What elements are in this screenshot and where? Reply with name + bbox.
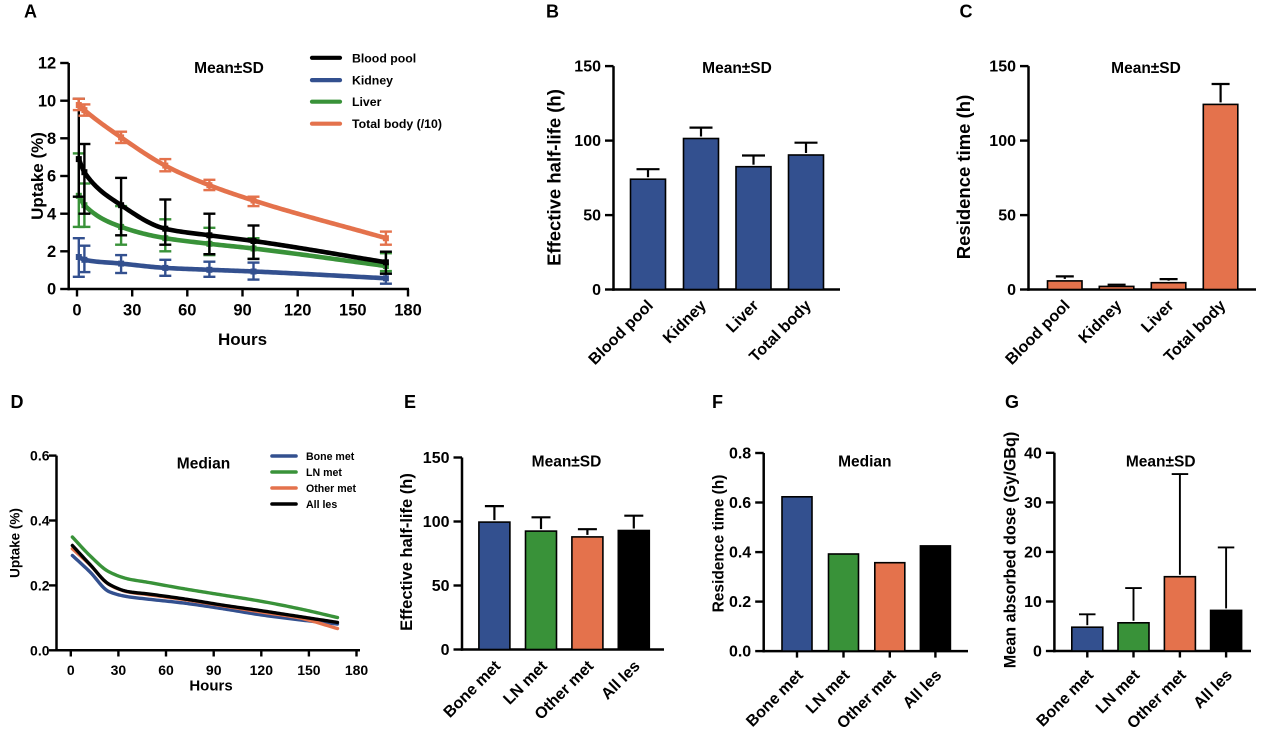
svg-text:100: 100 [423,514,450,531]
svg-text:0.2: 0.2 [30,577,50,593]
svg-text:0.8: 0.8 [729,446,751,463]
svg-text:12: 12 [38,55,56,73]
svg-text:C: C [960,2,973,22]
svg-text:0: 0 [47,281,56,299]
svg-text:0.6: 0.6 [30,448,50,464]
svg-text:0: 0 [441,642,450,659]
svg-text:150: 150 [339,302,367,320]
svg-text:100: 100 [574,133,601,150]
svg-text:50: 50 [432,578,450,595]
svg-text:Mean absorbed dose (Gy/GBq): Mean absorbed dose (Gy/GBq) [1002,432,1020,669]
svg-text:4: 4 [47,205,57,223]
svg-text:0: 0 [592,282,601,299]
svg-text:F: F [712,392,723,412]
svg-text:30: 30 [123,302,141,320]
svg-text:Hours: Hours [189,678,232,695]
svg-text:120: 120 [284,302,312,320]
svg-text:Hours: Hours [218,330,267,349]
svg-text:10: 10 [38,92,56,110]
svg-text:Total body (/10): Total body (/10) [352,117,442,131]
svg-text:150: 150 [574,59,601,76]
svg-text:Effective half-life (h): Effective half-life (h) [544,89,565,266]
svg-text:Mean±SD: Mean±SD [1126,454,1196,471]
svg-text:Median: Median [177,456,230,473]
svg-text:30: 30 [111,662,127,678]
svg-text:90: 90 [206,662,222,678]
svg-text:All les: All les [306,499,337,511]
svg-text:90: 90 [233,302,251,320]
svg-text:Mean±SD: Mean±SD [194,60,264,77]
svg-text:A: A [24,2,37,22]
svg-text:Mean±SD: Mean±SD [532,454,602,471]
svg-text:Bone met: Bone met [306,451,355,463]
svg-text:0.0: 0.0 [729,644,751,661]
svg-text:100: 100 [989,133,1016,150]
svg-text:150: 150 [297,662,321,678]
svg-text:120: 120 [250,662,274,678]
svg-text:20: 20 [1024,544,1042,561]
svg-text:0: 0 [1007,282,1016,299]
svg-text:50: 50 [998,208,1016,225]
svg-text:0: 0 [1033,644,1042,661]
svg-text:Other met: Other met [306,483,357,495]
svg-text:0: 0 [67,662,75,678]
svg-text:40: 40 [1024,445,1042,462]
svg-text:0.6: 0.6 [729,495,751,512]
svg-text:Uptake (%): Uptake (%) [28,132,47,220]
svg-text:8: 8 [47,130,56,148]
svg-text:Effective half-life (h): Effective half-life (h) [398,473,416,631]
svg-text:B: B [546,2,559,22]
svg-text:Uptake (%): Uptake (%) [8,508,23,578]
svg-text:50: 50 [583,208,601,225]
svg-text:Kidney: Kidney [352,74,393,88]
svg-text:Residence time (h): Residence time (h) [711,475,728,613]
svg-text:180: 180 [345,662,369,678]
svg-text:60: 60 [158,662,174,678]
svg-text:D: D [11,392,24,412]
svg-text:2: 2 [47,243,56,261]
svg-text:Mean±SD: Mean±SD [702,60,772,77]
svg-text:180: 180 [394,302,422,320]
svg-text:0.2: 0.2 [729,594,751,611]
svg-text:G: G [1005,392,1019,412]
svg-text:60: 60 [178,302,196,320]
svg-text:Liver: Liver [352,95,382,109]
svg-text:E: E [404,392,416,412]
svg-text:150: 150 [423,450,450,467]
svg-text:6: 6 [47,168,56,186]
svg-text:150: 150 [989,59,1016,76]
svg-text:Residence time (h): Residence time (h) [953,95,974,260]
svg-text:0.4: 0.4 [729,545,751,562]
svg-text:Blood pool: Blood pool [352,51,416,65]
svg-text:LN met: LN met [306,467,342,479]
svg-text:0: 0 [72,302,81,320]
svg-text:30: 30 [1024,495,1042,512]
svg-text:0.0: 0.0 [30,642,50,658]
svg-text:Mean±SD: Mean±SD [1111,60,1181,77]
svg-text:0.4: 0.4 [30,513,50,529]
svg-text:10: 10 [1024,594,1042,611]
svg-text:Median: Median [838,454,891,471]
